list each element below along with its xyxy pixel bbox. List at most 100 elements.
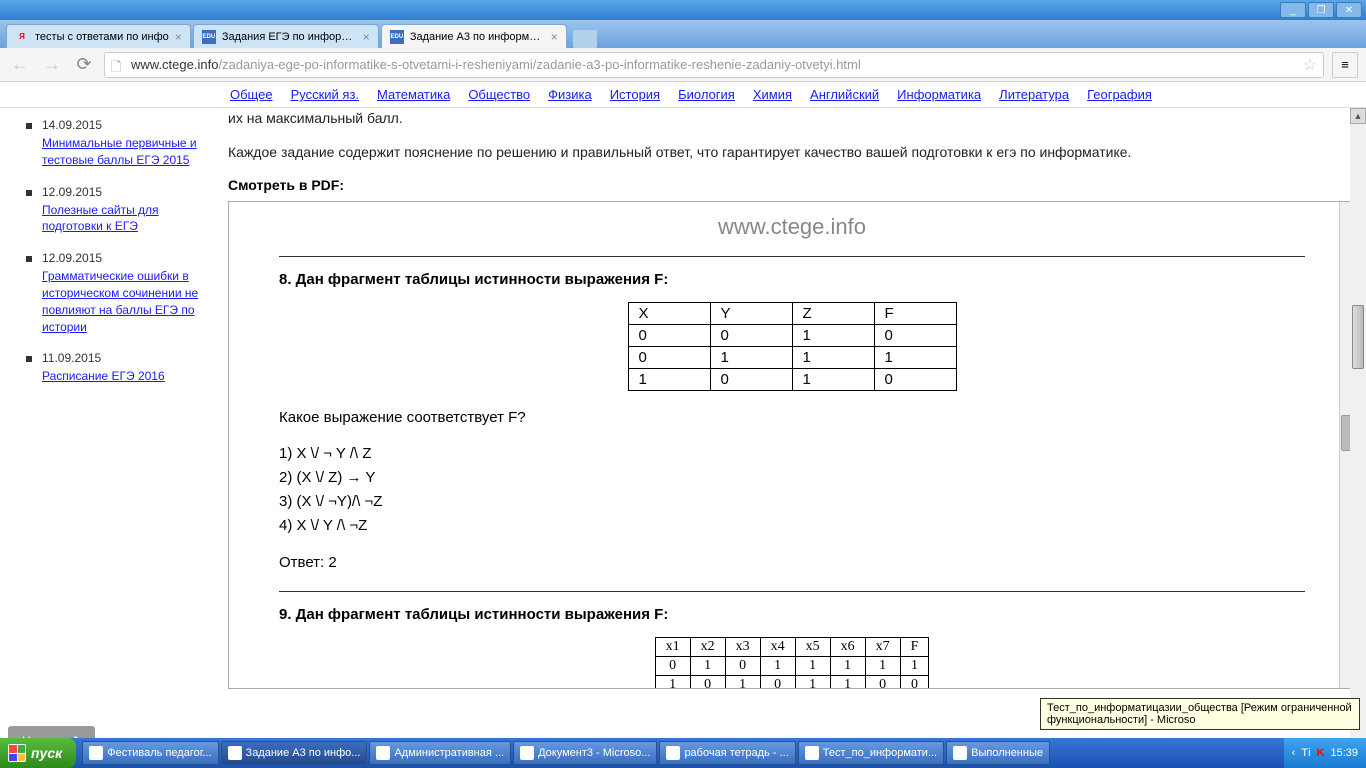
tray-arrow-icon[interactable]: ‹ xyxy=(1292,747,1296,759)
tab-favicon-edu: EDU xyxy=(202,30,216,44)
sidebar-link[interactable]: Грамматические ошибки в историческом соч… xyxy=(42,269,198,333)
tab-title: Задания ЕГЭ по информат xyxy=(222,31,357,43)
app-icon xyxy=(666,746,680,760)
question-9-title: 9. Дан фрагмент таблицы истинности выраж… xyxy=(279,606,1305,623)
system-tray[interactable]: ‹ Ті K 15:39 xyxy=(1284,738,1366,768)
th: Z xyxy=(792,302,874,324)
truth-table-1: XYZF001001111010 xyxy=(628,302,957,391)
window-titlebar: _ ❐ ✕ xyxy=(0,0,1366,20)
truth-table-2: x1x2x3x4x5x6x7F0101111110101100 xyxy=(655,637,930,689)
nav-link[interactable]: Русский яз. xyxy=(291,87,359,102)
scroll-up-arrow[interactable]: ▲ xyxy=(1350,108,1366,124)
taskbar-item[interactable]: Фестиваль педагог... xyxy=(82,741,218,765)
address-bar: ← → ⟳ 🗋 www.ctege.info/zadaniya-ege-po-i… xyxy=(0,48,1366,82)
pdf-heading: Смотреть в PDF: xyxy=(228,177,1356,193)
app-icon xyxy=(520,746,534,760)
nav-link[interactable]: Химия xyxy=(753,87,792,102)
windows-logo-icon xyxy=(8,744,26,762)
nav-link[interactable]: Физика xyxy=(548,87,592,102)
tooltip: Тест_по_информатицазии_общества [Режим о… xyxy=(1040,698,1360,730)
taskbar-item[interactable]: Документ3 - Microso... xyxy=(513,741,657,765)
pdf-divider xyxy=(279,256,1305,257)
th: x6 xyxy=(830,637,865,656)
nav-link[interactable]: Общее xyxy=(230,87,273,102)
td: 0 xyxy=(710,368,792,390)
pdf-divider xyxy=(279,591,1305,592)
sidebar-link[interactable]: Расписание ЕГЭ 2016 xyxy=(42,369,165,383)
tab-2[interactable]: EDU Задание А3 по информати × xyxy=(381,24,567,48)
close-button[interactable]: ✕ xyxy=(1336,2,1362,18)
tray-icon[interactable]: Ті xyxy=(1301,747,1310,759)
site-nav: Общее Русский яз. Математика Общество Физика… xyxy=(0,82,1366,108)
td: 1 xyxy=(628,368,710,390)
back-button[interactable]: ← xyxy=(8,53,32,77)
nav-link[interactable]: Английский xyxy=(810,87,879,102)
taskbar-item[interactable]: Тест_по_информати... xyxy=(798,741,944,765)
td: 0 xyxy=(874,368,956,390)
task-label: Фестиваль педагог... xyxy=(107,747,211,759)
sidebar-item: 11.09.2015Расписание ЕГЭ 2016 xyxy=(26,351,204,385)
chrome-menu-button[interactable]: ≡ xyxy=(1332,52,1358,78)
tab-close-icon[interactable]: × xyxy=(363,30,370,44)
question-8-title: 8. Дан фрагмент таблицы истинности выраж… xyxy=(279,271,1305,288)
tab-close-icon[interactable]: × xyxy=(551,30,558,44)
nav-link[interactable]: Биология xyxy=(678,87,735,102)
app-icon xyxy=(953,746,967,760)
td: 1 xyxy=(725,675,760,689)
nav-link[interactable]: История xyxy=(610,87,660,102)
option-4: 4) X \/ Y /\ ¬Z xyxy=(279,514,1305,538)
taskbar-item[interactable]: Выполненные xyxy=(946,741,1050,765)
bullet-icon xyxy=(26,356,32,362)
td: 1 xyxy=(874,346,956,368)
bookmark-icon[interactable]: ☆ xyxy=(1303,55,1317,75)
td: 1 xyxy=(830,656,865,675)
taskbar-item[interactable]: Задание А3 по инфо... xyxy=(221,741,368,765)
td: 1 xyxy=(795,675,830,689)
nav-link[interactable]: География xyxy=(1087,87,1152,102)
scroll-thumb[interactable] xyxy=(1352,305,1364,369)
start-button[interactable]: пуск xyxy=(0,738,76,768)
tab-favicon-edu: EDU xyxy=(390,30,404,44)
td: 1 xyxy=(792,346,874,368)
sidebar-link[interactable]: Полезные сайты для подготовки к ЕГЭ xyxy=(42,203,159,234)
nav-link[interactable]: Математика xyxy=(377,87,450,102)
nav-link[interactable]: Информатика xyxy=(897,87,981,102)
maximize-button[interactable]: ❐ xyxy=(1308,2,1334,18)
td: 1 xyxy=(792,324,874,346)
nav-link[interactable]: Общество xyxy=(468,87,530,102)
url-input[interactable]: 🗋 www.ctege.info/zadaniya-ege-po-informa… xyxy=(104,52,1324,78)
option-2: 2) (X \/ Z) → Y xyxy=(279,466,1305,490)
tab-1[interactable]: EDU Задания ЕГЭ по информат × xyxy=(193,24,379,48)
taskbar: пуск Фестиваль педагог... Задание А3 по и… xyxy=(0,738,1366,768)
tab-0[interactable]: Я тесты с ответами по инфо × xyxy=(6,24,191,48)
nav-link[interactable]: Литература xyxy=(999,87,1069,102)
td: 0 xyxy=(690,675,725,689)
url-path: /zadaniya-ege-po-informatike-s-otvetami-… xyxy=(218,57,860,72)
sidebar-link[interactable]: Минимальные первичные и тестовые баллы Е… xyxy=(42,136,197,167)
sidebar-item: 12.09.2015 Грамматические ошибки в истори… xyxy=(26,251,204,335)
tab-close-icon[interactable]: × xyxy=(175,30,182,44)
answer-8: Ответ: 2 xyxy=(279,554,1305,571)
th: x1 xyxy=(655,637,690,656)
td: 0 xyxy=(900,675,929,689)
sidebar-date: 12.09.2015 xyxy=(42,251,204,265)
th: x2 xyxy=(690,637,725,656)
minimize-button[interactable]: _ xyxy=(1280,2,1306,18)
sidebar-date: 14.09.2015 xyxy=(42,118,204,132)
page-scrollbar[interactable]: ▲ ▼ xyxy=(1350,108,1366,764)
td: 0 xyxy=(865,675,900,689)
taskbar-item[interactable]: рабочая тетрадь - ... xyxy=(659,741,795,765)
new-tab-button[interactable] xyxy=(573,30,597,48)
tray-icon[interactable]: K xyxy=(1317,747,1325,759)
taskbar-items: Фестиваль педагог... Задание А3 по инфо..… xyxy=(76,738,1283,768)
reload-button[interactable]: ⟳ xyxy=(72,53,96,77)
sidebar: 14.09.2015 Минимальные первичные и тестов… xyxy=(0,108,218,764)
td: 0 xyxy=(710,324,792,346)
forward-button[interactable]: → xyxy=(40,53,64,77)
td: 1 xyxy=(655,675,690,689)
taskbar-item[interactable]: Административная ... xyxy=(369,741,511,765)
bullet-icon xyxy=(26,123,32,129)
app-icon xyxy=(376,746,390,760)
tab-title: Задание А3 по информати xyxy=(410,31,545,43)
sidebar-item: 14.09.2015 Минимальные первичные и тестов… xyxy=(26,118,204,169)
